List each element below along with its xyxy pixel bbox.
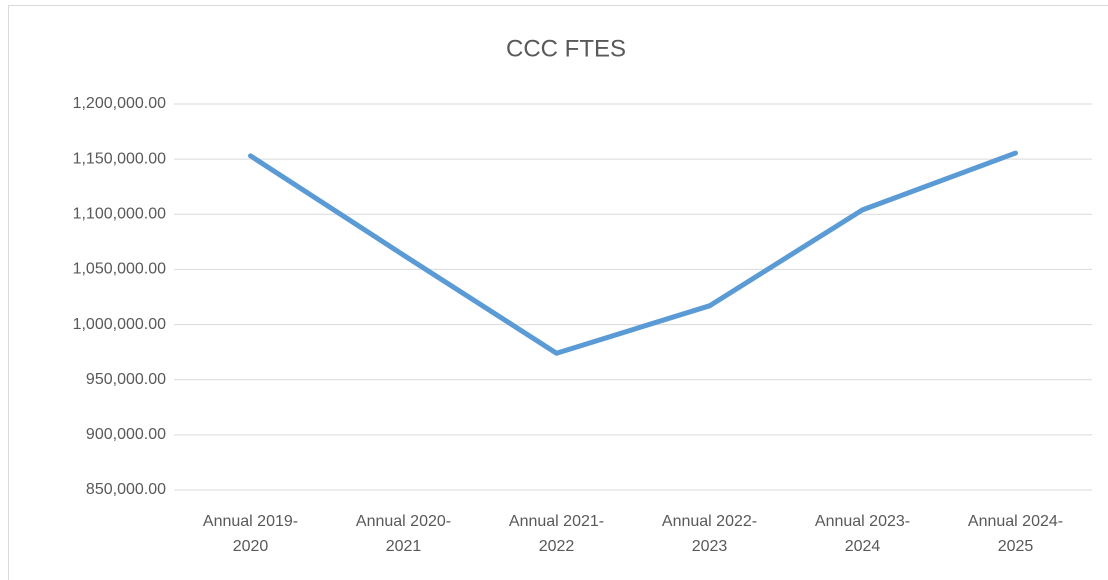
x-tick-label: Annual 2024-2025: [968, 513, 1063, 555]
y-tick-label: 850,000.00: [86, 481, 166, 498]
y-tick-label: 1,150,000.00: [73, 150, 167, 167]
y-tick-label: 950,000.00: [86, 371, 166, 388]
y-tick-label: 900,000.00: [86, 426, 166, 443]
x-tick-label: Annual 2020-2021: [356, 513, 451, 555]
y-tick-label: 1,100,000.00: [73, 206, 167, 223]
x-tick-label: Annual 2019-2020: [203, 513, 298, 555]
x-tick-label: Annual 2023-2024: [815, 513, 910, 555]
chart-title: CCC FTES: [506, 35, 626, 62]
line: [248, 150, 1018, 356]
y-tick-label: 1,050,000.00: [73, 261, 167, 278]
y-tick-label: 1,200,000.00: [73, 95, 167, 112]
x-tick-label: Annual 2021-2022: [509, 513, 604, 555]
x-tick-label: Annual 2022-2023: [662, 513, 757, 555]
chart-frame: [8, 5, 1108, 580]
y-tick-label: 1,000,000.00: [73, 316, 167, 333]
